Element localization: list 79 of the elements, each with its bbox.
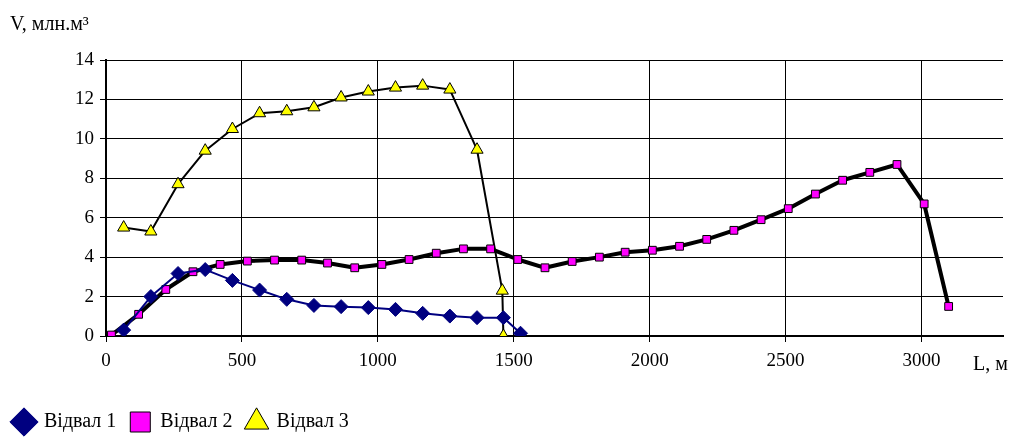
point — [323, 258, 332, 268]
legend-label: Відвал 3 — [276, 409, 349, 433]
y-tick-label: 0 — [84, 323, 94, 345]
x-axis-title: L, м — [973, 352, 1009, 374]
point — [387, 301, 403, 317]
point — [594, 252, 604, 262]
point — [361, 84, 375, 96]
point — [117, 220, 131, 232]
point — [242, 256, 252, 266]
point — [215, 260, 225, 269]
x-tick-label: 500 — [227, 349, 257, 371]
point — [919, 199, 929, 209]
point — [279, 291, 295, 307]
y-axis-title: V, млн.м³ — [10, 12, 89, 34]
point — [171, 176, 185, 189]
point — [567, 257, 577, 266]
point — [443, 82, 457, 94]
y-tick-label: 2 — [84, 284, 94, 306]
x-tick-label: 3000 — [902, 349, 941, 371]
point — [404, 255, 414, 264]
point — [865, 167, 875, 177]
x-tick-label: 1500 — [494, 349, 533, 371]
point — [388, 80, 403, 92]
point — [431, 248, 441, 258]
point — [252, 282, 268, 298]
point — [333, 299, 349, 315]
point — [334, 89, 348, 102]
point — [540, 263, 550, 273]
point — [756, 215, 766, 225]
point — [459, 244, 468, 254]
y-tick-label: 8 — [84, 166, 94, 188]
y-tick-label: 10 — [75, 126, 94, 148]
point — [647, 245, 657, 255]
point — [944, 302, 954, 311]
point — [675, 241, 684, 251]
point — [143, 289, 159, 305]
point — [470, 142, 484, 154]
point — [116, 322, 132, 336]
x-tick-label: 2500 — [766, 349, 805, 371]
point — [225, 121, 239, 133]
point — [729, 225, 739, 235]
y-tick-label: 6 — [84, 205, 94, 227]
point — [838, 175, 848, 185]
point — [513, 255, 523, 264]
point — [224, 272, 240, 288]
point — [306, 297, 322, 313]
point — [253, 105, 267, 118]
point — [442, 308, 458, 324]
point — [783, 204, 793, 214]
point — [350, 263, 360, 273]
point — [620, 247, 630, 257]
x-tick-label: 2000 — [630, 349, 669, 371]
point — [415, 305, 431, 321]
y-tick-label: 14 — [75, 47, 95, 69]
point — [170, 266, 186, 282]
point — [469, 310, 485, 326]
point — [197, 262, 213, 278]
point — [892, 160, 902, 169]
point — [486, 244, 496, 254]
legend-label: Відвал 2 — [160, 409, 233, 433]
point — [702, 235, 712, 244]
point — [307, 99, 321, 112]
point — [360, 300, 376, 316]
point — [270, 255, 279, 265]
point — [811, 189, 820, 199]
point — [416, 78, 430, 90]
x-tick-label: 0 — [101, 349, 111, 371]
point — [377, 260, 387, 269]
point — [144, 224, 158, 236]
point — [297, 255, 307, 265]
point — [495, 310, 511, 326]
point — [198, 143, 212, 155]
point — [495, 283, 509, 295]
x-tick-label: 1000 — [358, 349, 397, 371]
y-tick-label: 12 — [75, 87, 94, 109]
point — [161, 285, 171, 294]
legend-label: Відвал 1 — [44, 409, 117, 433]
point — [280, 103, 294, 116]
y-tick-label: 4 — [84, 245, 95, 267]
